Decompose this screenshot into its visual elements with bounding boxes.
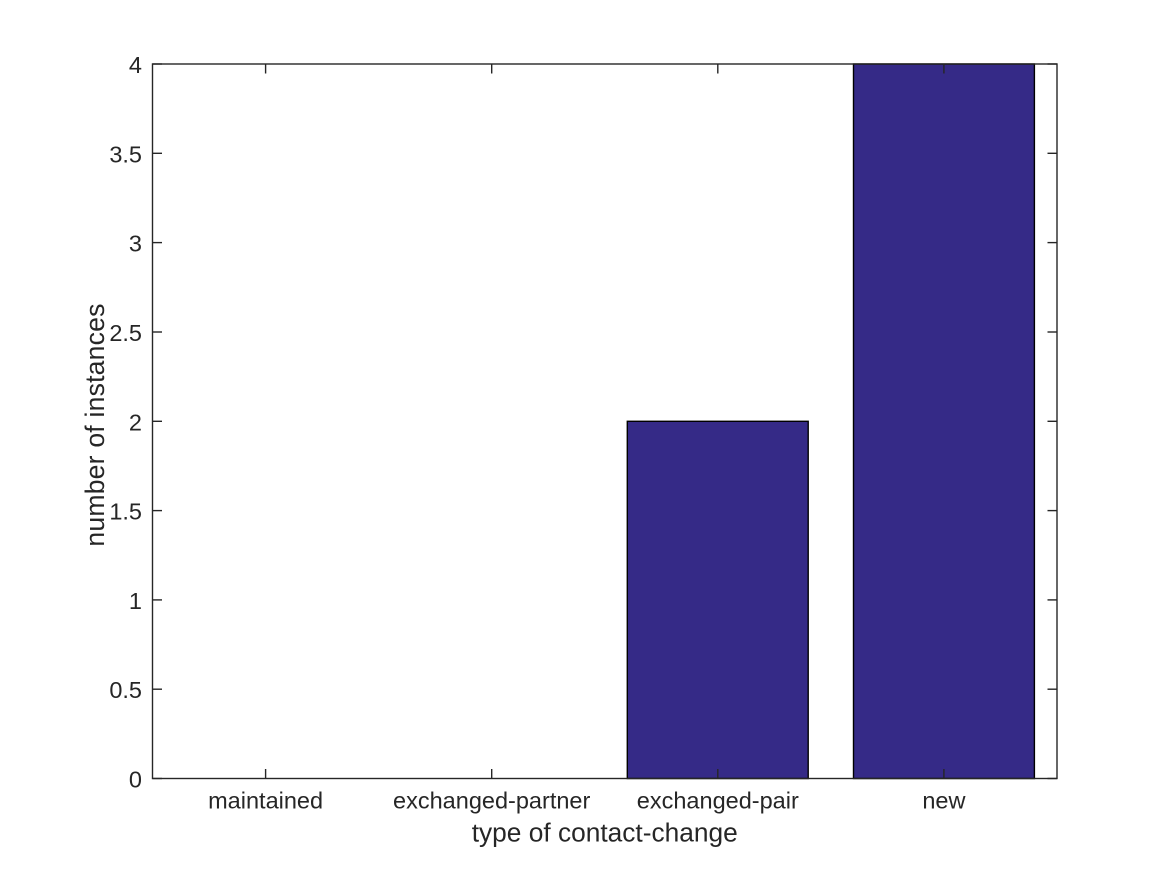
svg-text:1.5: 1.5 [109,499,142,525]
svg-text:3.5: 3.5 [109,141,142,167]
svg-text:2: 2 [129,409,142,435]
svg-text:2.5: 2.5 [109,320,142,346]
svg-text:maintained: maintained [208,788,323,814]
svg-text:4: 4 [129,52,142,78]
svg-text:1: 1 [129,588,142,614]
svg-text:new: new [922,788,966,814]
svg-text:3: 3 [129,231,142,257]
svg-text:exchanged-pair: exchanged-pair [637,788,799,814]
svg-text:exchanged-partner: exchanged-partner [393,788,590,814]
svg-text:type of contact-change: type of contact-change [472,817,738,847]
svg-text:0.5: 0.5 [109,677,142,703]
svg-text:number of instances: number of instances [80,303,110,546]
svg-text:0: 0 [129,767,142,793]
